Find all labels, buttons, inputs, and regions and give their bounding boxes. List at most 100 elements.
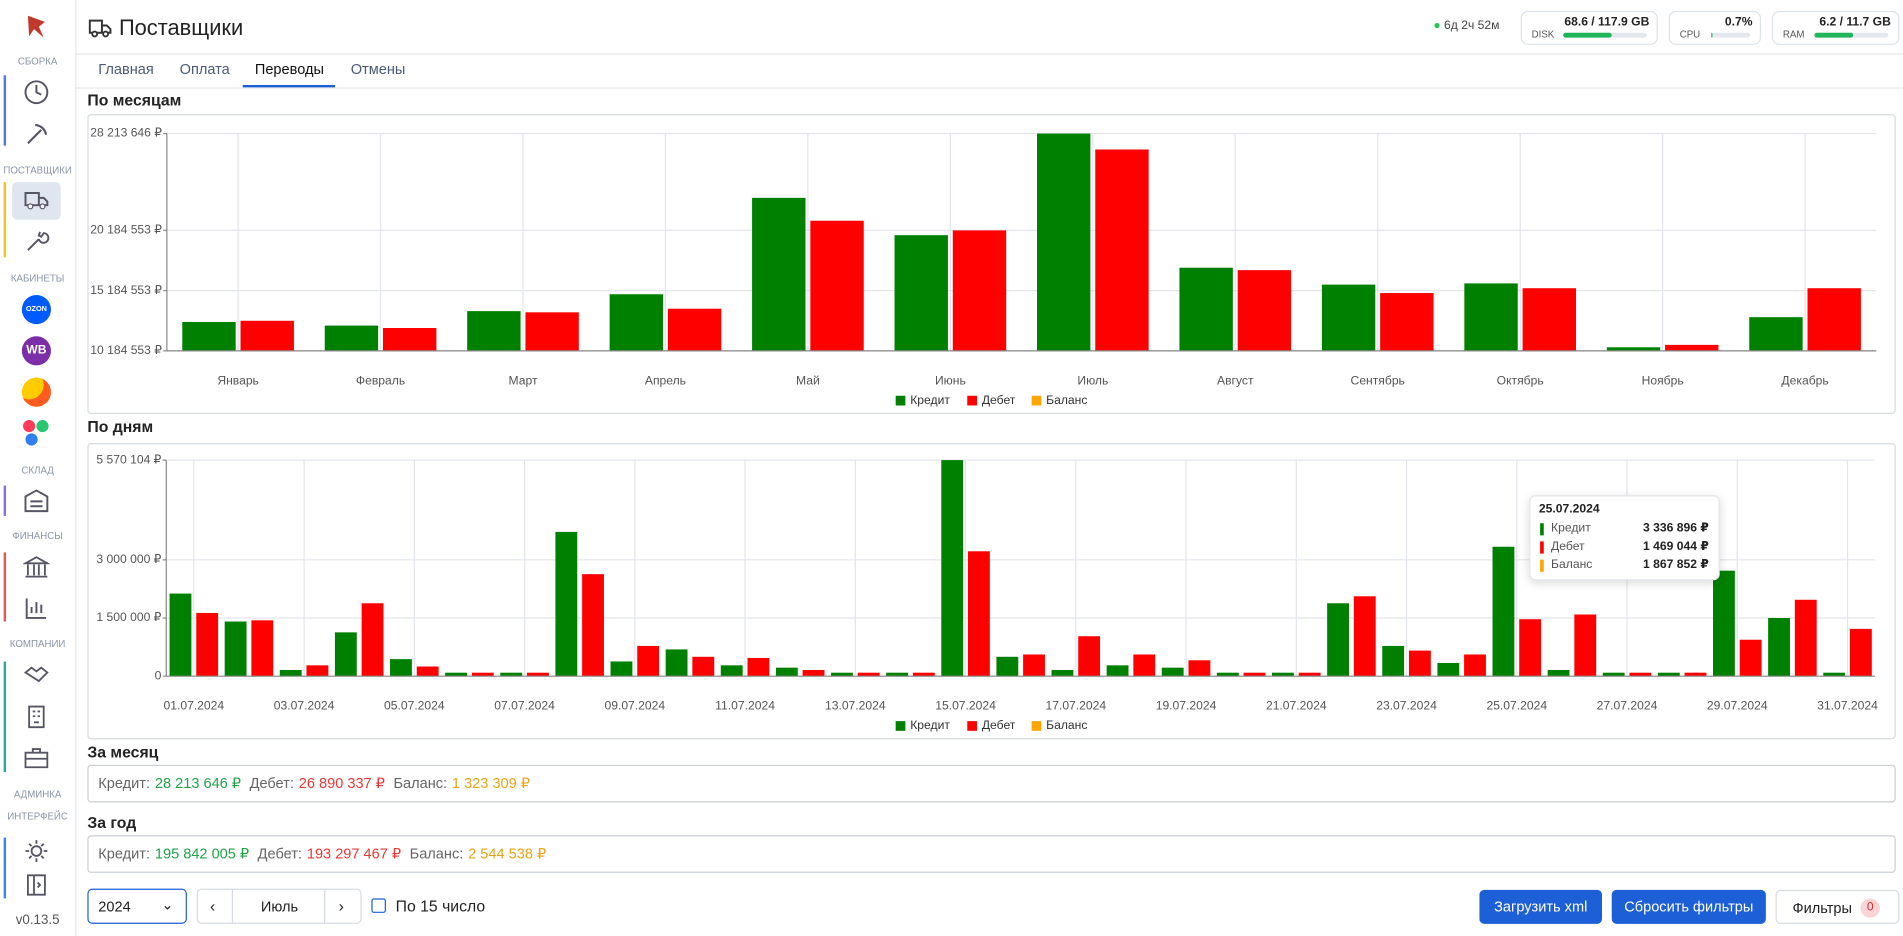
bar [952, 230, 1007, 351]
bar [555, 531, 578, 677]
meter-value: 68.6 / 117.9 GB [1564, 15, 1650, 30]
bar [1684, 672, 1707, 677]
nav-icon[interactable] [23, 187, 50, 214]
tooltip-name: Баланс [1551, 558, 1593, 572]
bar [1629, 672, 1652, 677]
nav-icon[interactable] [23, 228, 50, 255]
summary-value: 1 323 309 ₽ [451, 774, 531, 792]
bar [169, 593, 192, 677]
bar [1408, 650, 1431, 677]
x-tick-label: Декабрь [1781, 373, 1828, 387]
bar [1321, 284, 1376, 351]
tab[interactable]: Переводы [254, 60, 324, 78]
nav-icon[interactable] [23, 872, 50, 899]
reset-button[interactable]: Сбросить фильтры [1611, 889, 1766, 924]
bar [1237, 270, 1292, 351]
month: Июль [260, 898, 299, 916]
legend-label: Кредит [910, 393, 950, 407]
bar [967, 551, 990, 677]
tooltip-name: Дебет [1551, 540, 1585, 554]
summary-label: Дебет: [249, 774, 294, 792]
bar [1353, 596, 1376, 677]
bar [182, 321, 236, 351]
header-divider [76, 53, 1903, 55]
nav-icon[interactable] [23, 662, 50, 689]
year-select[interactable]: 2024 ⌄ [87, 888, 187, 924]
x-tick-label: 11.07.2024 [715, 699, 775, 713]
group-bar [3, 75, 7, 146]
section-label: СКЛАД [21, 464, 54, 476]
x-tick-label: 23.07.2024 [1376, 699, 1437, 713]
bar [1051, 669, 1074, 677]
chart-box [87, 443, 1896, 740]
bar [1657, 672, 1680, 677]
nav-icon[interactable] [23, 838, 50, 865]
tab[interactable]: Отмены [350, 60, 406, 78]
bar [831, 672, 853, 677]
tab[interactable]: Главная [98, 60, 154, 78]
sep [324, 889, 326, 923]
nav-icon[interactable] [23, 487, 50, 514]
bar [996, 656, 1019, 677]
summary-label: Кредит: [98, 844, 151, 862]
section-title: По месяцам [87, 91, 182, 110]
nav-icon[interactable] [23, 554, 50, 581]
bar [361, 603, 384, 677]
filters-label: Фильтры [1792, 899, 1852, 917]
version: v0.13.5 [15, 912, 60, 928]
bar [1665, 344, 1719, 351]
meter-value: 0.7% [1724, 15, 1753, 30]
legend-swatch [1031, 395, 1042, 406]
y-tick-label: 5 570 104 ₽ [96, 452, 161, 466]
bar [196, 612, 219, 677]
next[interactable]: › [338, 897, 344, 916]
x-tick-label: Февраль [356, 373, 405, 387]
x-tick-label: 31.07.2024 [1817, 699, 1878, 713]
market-icon [25, 433, 38, 446]
chart-box [87, 114, 1896, 414]
checkbox-label: По 15 число [395, 897, 486, 916]
nav-icon[interactable] [23, 744, 50, 771]
bar [1519, 619, 1542, 677]
checkbox[interactable] [371, 898, 386, 913]
bar [324, 325, 379, 351]
x-tick-label: Октябрь [1497, 373, 1544, 387]
bar [941, 460, 964, 677]
prev[interactable]: ‹ [209, 897, 216, 916]
month-nav: ‹ Июль › [196, 888, 362, 924]
x-tick-label: 09.07.2024 [604, 699, 665, 713]
meter-fill [1814, 32, 1854, 38]
bar [1794, 599, 1817, 677]
group-bar [3, 552, 7, 622]
y-tick-label: 1 500 000 ₽ [96, 610, 161, 624]
bar [1823, 672, 1846, 677]
bar [1179, 267, 1233, 351]
nav-icon[interactable] [23, 79, 50, 106]
market-icon [36, 420, 49, 433]
tooltip-value: 1 469 044 ₽ [1642, 540, 1709, 554]
bar [416, 666, 439, 677]
group-bar [3, 182, 7, 258]
bar [1298, 672, 1321, 677]
tab[interactable]: Оплата [179, 60, 230, 78]
nav-icon[interactable] [23, 703, 50, 730]
nav-icon[interactable] [23, 595, 50, 622]
summary-label: Дебет: [257, 844, 302, 862]
x-tick-label: 13.07.2024 [825, 699, 886, 713]
group-bar [3, 837, 7, 899]
bar [775, 667, 798, 677]
bar [526, 672, 549, 677]
legend-swatch [895, 721, 906, 731]
filters-button[interactable]: Фильтры 0 [1775, 889, 1900, 924]
bar [692, 656, 715, 677]
bar [1713, 570, 1735, 677]
bar [1036, 133, 1091, 351]
nav-icon[interactable] [23, 120, 50, 147]
resource-meter: DISK 68.6 / 117.9 GB [1520, 10, 1658, 45]
uptime: ● 6д 2ч 52м [1433, 19, 1500, 33]
bar [1606, 347, 1661, 351]
meter-value: 6.2 / 11.7 GB [1819, 15, 1891, 30]
upload-button[interactable]: Загрузить xml [1479, 889, 1603, 924]
market-icon [21, 377, 51, 407]
